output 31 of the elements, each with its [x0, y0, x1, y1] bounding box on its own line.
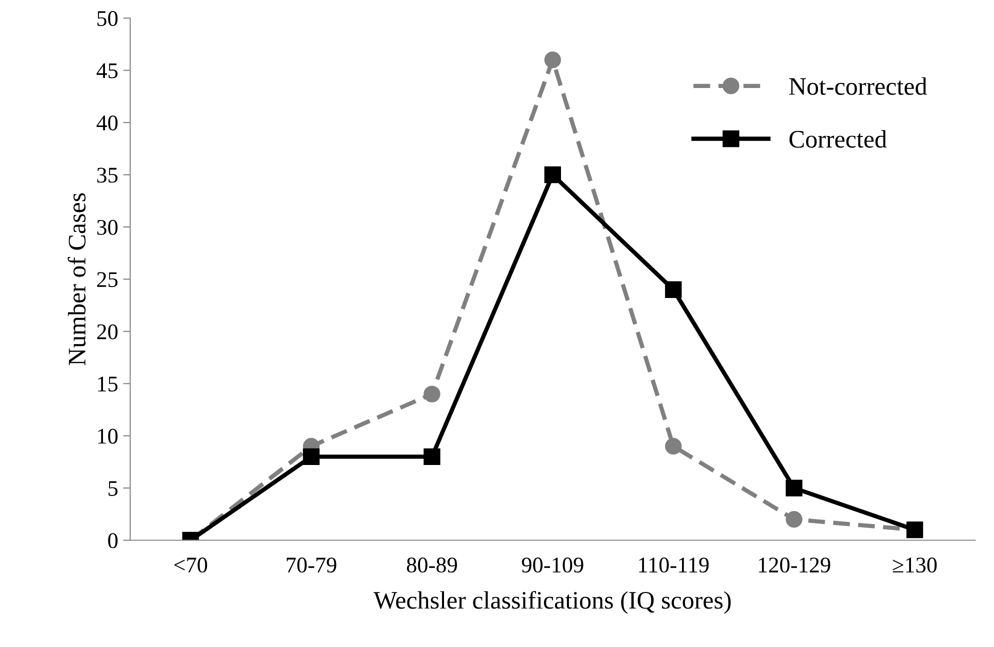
- x-tick-label: <70: [174, 558, 208, 573]
- y-tick-label: 45: [96, 63, 118, 78]
- y-axis-title: Number of Cases: [68, 193, 86, 366]
- y-tick-label: 40: [96, 115, 118, 130]
- y-tick-label: 15: [98, 376, 118, 392]
- x-tick-label: ≥130: [892, 558, 937, 573]
- y-tick-label: 35: [97, 168, 118, 183]
- y-tick-label: 25: [97, 272, 118, 288]
- x-tick-label: 120-129: [758, 558, 830, 573]
- y-tick-label: 20: [97, 324, 118, 340]
- point: [786, 511, 802, 528]
- point: [544, 52, 561, 68]
- y-tick-label: 50: [97, 11, 118, 26]
- x-tick-label: 70-79: [286, 558, 336, 573]
- point: [302, 448, 320, 466]
- x-tick-label: 80-89: [406, 558, 457, 573]
- x-tick-label: 90-109: [522, 558, 584, 573]
- point: [665, 438, 682, 455]
- point: [544, 166, 561, 184]
- y-tick-label: 0: [108, 533, 118, 548]
- point: [424, 386, 440, 402]
- x-axis-title: Wechsler classifications (IQ scores): [374, 590, 731, 614]
- legend-label: Corrected: [789, 130, 887, 148]
- point: [665, 281, 682, 298]
- y-tick-label: 30: [97, 220, 118, 235]
- x-tick-label: 110-119: [639, 558, 709, 573]
- y-tick-label: 10: [98, 428, 118, 444]
- point: [786, 480, 802, 496]
- y-tick-label: 5: [108, 481, 118, 496]
- point: [424, 448, 440, 466]
- legend-label: Not-corrected: [789, 77, 927, 95]
